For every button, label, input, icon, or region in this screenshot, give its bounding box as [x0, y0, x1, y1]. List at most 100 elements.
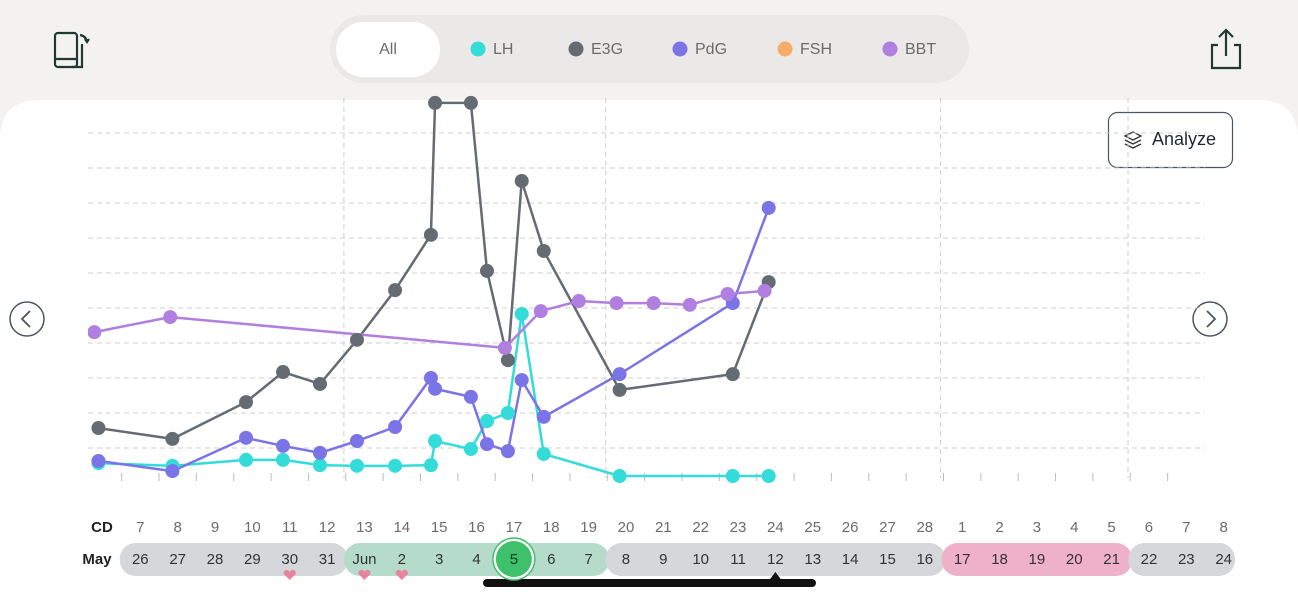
cycle-day: 11 — [282, 519, 298, 536]
legend-label[interactable]: PdG — [695, 41, 727, 58]
date[interactable]: 2 — [398, 551, 406, 568]
date[interactable]: 7 — [584, 551, 592, 568]
filter-all[interactable]: All — [379, 41, 397, 58]
date[interactable]: 28 — [207, 551, 224, 568]
filter-bar — [330, 15, 969, 83]
date[interactable]: 9 — [659, 551, 667, 568]
heart-icon — [358, 569, 371, 580]
home-indicator — [483, 579, 816, 587]
date[interactable]: Jun — [352, 551, 376, 568]
filter-selected — [336, 22, 440, 77]
cycle-day: 24 — [767, 519, 784, 536]
data-point — [757, 283, 772, 298]
date[interactable]: 19 — [1029, 551, 1046, 568]
chart-panel — [0, 100, 1298, 600]
date[interactable]: 4 — [472, 551, 480, 568]
series-line — [94, 289, 765, 350]
share-icon[interactable] — [1210, 28, 1242, 70]
today-marker — [769, 572, 782, 580]
data-point — [428, 95, 443, 110]
cycle-day: 19 — [580, 519, 597, 536]
legend-label[interactable]: E3G — [591, 41, 623, 58]
cycle-day: 21 — [655, 519, 672, 536]
date[interactable]: 26 — [132, 551, 149, 568]
cycle-day: 8 — [1220, 519, 1228, 536]
data-point — [91, 421, 106, 436]
date[interactable]: 27 — [169, 551, 186, 568]
data-point — [388, 283, 403, 298]
heart-icon — [395, 569, 408, 580]
data-point — [500, 353, 515, 368]
data-point — [612, 367, 627, 382]
date[interactable]: 31 — [319, 551, 336, 568]
date[interactable]: 13 — [804, 551, 821, 568]
data-point — [312, 376, 327, 391]
data-point — [165, 464, 180, 479]
data-point — [312, 458, 327, 473]
date[interactable]: 17 — [954, 551, 971, 568]
cd-label: CD — [91, 519, 113, 536]
date[interactable]: 3 — [435, 551, 443, 568]
cycle-day: 3 — [1033, 519, 1041, 536]
date[interactable]: 12 — [767, 551, 784, 568]
date[interactable]: 30 — [281, 551, 298, 568]
data-point — [239, 430, 254, 445]
data-point — [761, 200, 776, 215]
cycle-day: 17 — [506, 519, 523, 536]
cycle-day: 10 — [244, 519, 261, 536]
data-point — [428, 434, 443, 448]
date[interactable]: 29 — [244, 551, 261, 568]
date[interactable]: 15 — [879, 551, 896, 568]
data-point — [91, 453, 106, 468]
cycle-day: 5 — [1107, 519, 1115, 536]
date[interactable]: 16 — [916, 551, 933, 568]
legend-dot — [470, 41, 486, 57]
legend-label[interactable]: FSH — [800, 41, 832, 58]
legend-dot — [882, 41, 898, 57]
date[interactable]: 24 — [1215, 551, 1232, 568]
plot — [88, 95, 776, 483]
data-point — [88, 325, 102, 340]
date[interactable]: 23 — [1178, 551, 1195, 568]
data-point — [725, 469, 740, 483]
date[interactable]: 21 — [1103, 551, 1120, 568]
legend-dot — [777, 41, 793, 57]
data-point — [536, 243, 551, 258]
legend-label[interactable]: BBT — [905, 41, 936, 58]
cycle-day: 1 — [958, 519, 966, 536]
phase-band — [343, 543, 610, 576]
date[interactable]: 22 — [1141, 551, 1158, 568]
legend-label[interactable]: LH — [493, 41, 513, 58]
selected-day[interactable] — [495, 541, 532, 577]
date[interactable]: 10 — [692, 551, 709, 568]
cycle-day: 25 — [804, 519, 821, 536]
date[interactable]: 18 — [991, 551, 1008, 568]
rotate-icon[interactable] — [53, 31, 90, 69]
data-point — [463, 95, 478, 110]
prev-button[interactable] — [9, 301, 45, 337]
date[interactable]: 5 — [510, 551, 518, 568]
next-button[interactable] — [1192, 301, 1228, 337]
data-point — [761, 469, 776, 483]
data-point — [423, 458, 438, 473]
data-point — [720, 287, 735, 301]
month-label: May — [82, 551, 112, 568]
cycle-day: 20 — [618, 519, 635, 536]
data-point — [612, 469, 627, 483]
data-point — [536, 446, 551, 461]
date[interactable]: 11 — [730, 551, 746, 568]
cycle-day: 9 — [211, 519, 219, 536]
data-point — [423, 371, 438, 385]
date[interactable]: 20 — [1066, 551, 1083, 568]
date[interactable]: 8 — [622, 551, 630, 568]
date[interactable]: 14 — [842, 551, 859, 568]
data-point — [646, 296, 661, 311]
data-point — [497, 340, 512, 355]
date[interactable]: 6 — [547, 551, 555, 568]
data-point — [239, 395, 254, 410]
data-point — [463, 442, 478, 457]
phase-band — [119, 543, 348, 576]
data-point — [276, 452, 291, 467]
